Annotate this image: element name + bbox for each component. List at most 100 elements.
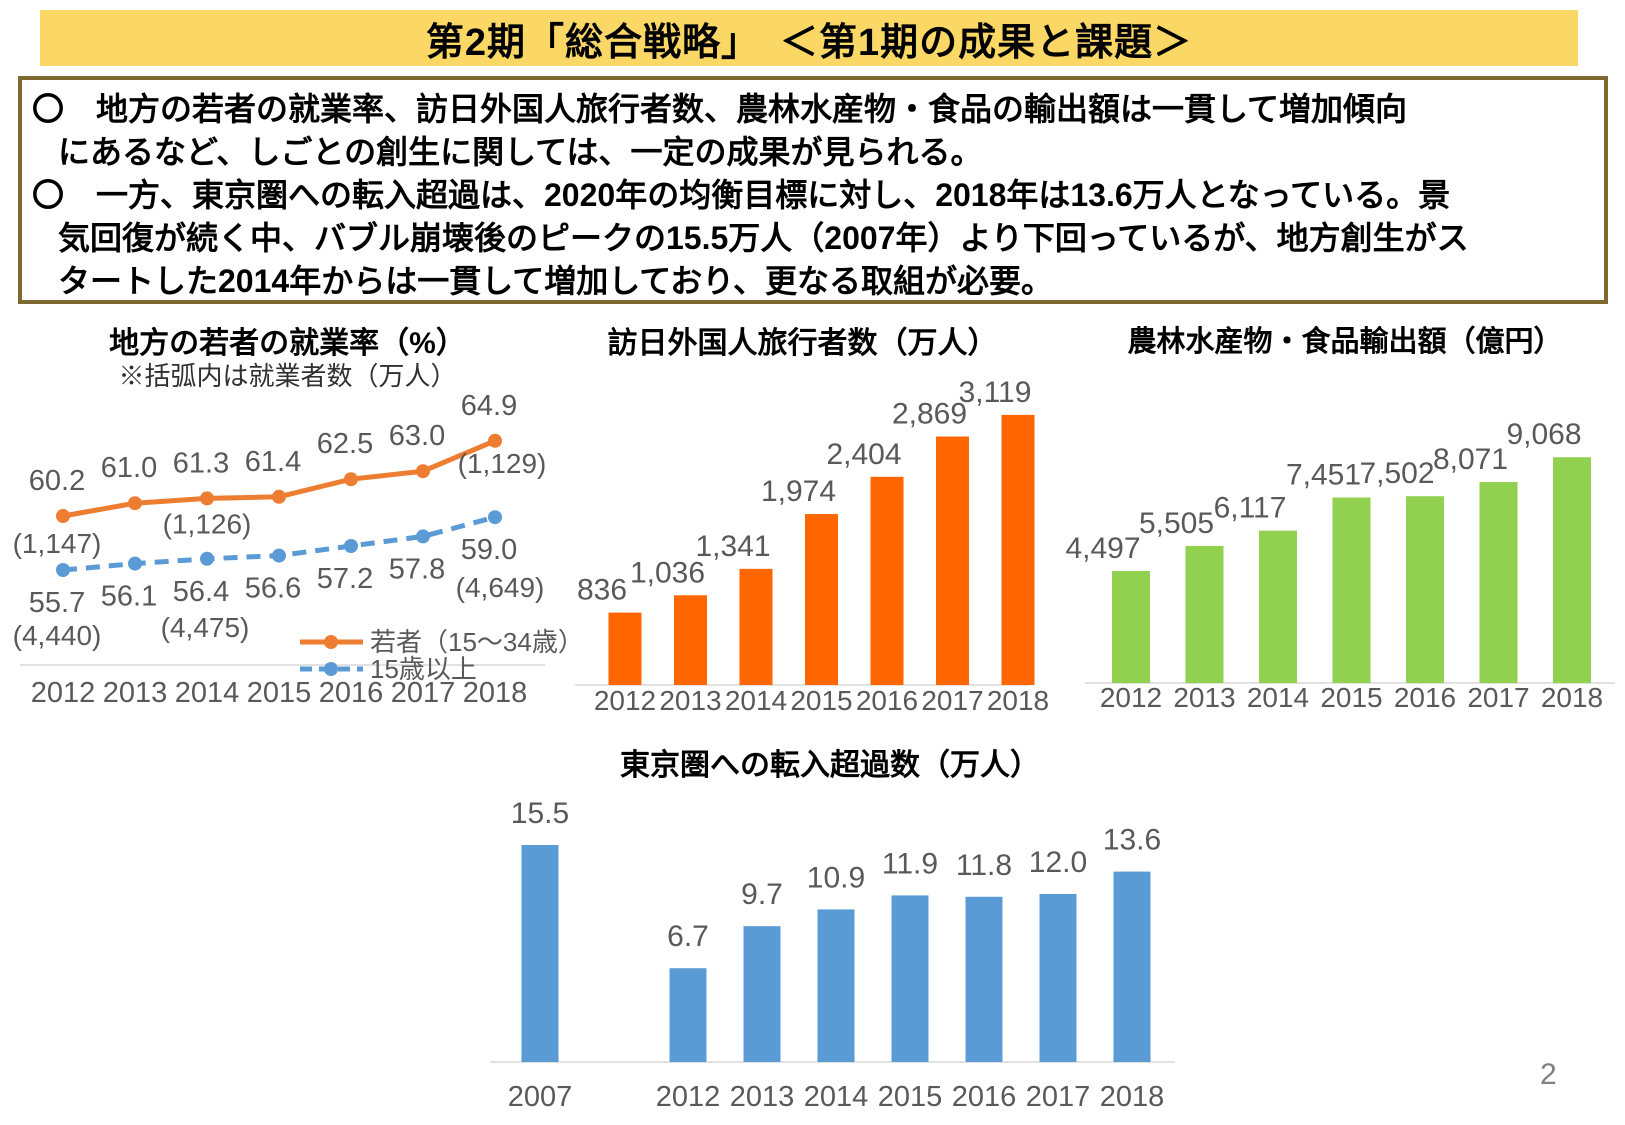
x-axis-label: 2014 xyxy=(1247,682,1309,713)
bar-value-label: 10.9 xyxy=(807,861,865,894)
x-axis-label: 2017 xyxy=(391,677,456,709)
point-value-label: 56.1 xyxy=(101,581,157,613)
x-axis-label: 2016 xyxy=(856,685,918,716)
bar xyxy=(1259,530,1297,683)
bar-value-label: 6,117 xyxy=(1214,492,1287,525)
bar xyxy=(1332,497,1371,683)
employment-rate-chart-title: 地方の若者の就業率（%） xyxy=(109,327,466,360)
point-value-label: 60.2 xyxy=(29,465,85,497)
x-axis-label: 2014 xyxy=(804,1081,869,1113)
notice-line: 〇 一方、東京圏への転入超過は、2020年の均衡目標に対し、2018年は13.6… xyxy=(32,177,1451,213)
notice-line: 〇 地方の若者の就業率、訪日外国人旅行者数、農林水産物・食品の輸出額は一貫して増… xyxy=(32,91,1408,127)
annotation-label: (4,440) xyxy=(13,620,102,651)
notice-line: タートした2014年からは一貫して増加しており、更なる取組が必要。 xyxy=(58,263,1054,299)
annotation-label: (1,126) xyxy=(163,508,252,539)
x-axis-label: 2015 xyxy=(1320,682,1382,713)
bar-value-label: 9.7 xyxy=(741,878,783,911)
data-point xyxy=(416,464,430,479)
x-axis-label: 2012 xyxy=(656,1081,721,1113)
annotation-label: (1,129) xyxy=(458,448,547,479)
data-point xyxy=(56,509,70,523)
x-axis-label: 2018 xyxy=(1541,682,1603,713)
data-point xyxy=(488,510,502,525)
bar-value-label: 6.7 xyxy=(667,920,709,953)
x-axis-label: 2016 xyxy=(319,677,384,709)
title-banner: 第2期「総合戦略」 ＜第1期の成果と課題＞ xyxy=(40,10,1578,66)
data-point xyxy=(344,539,358,553)
bar xyxy=(1113,871,1151,1062)
bar xyxy=(669,968,707,1062)
bar xyxy=(805,514,838,685)
bar-value-label: 1,974 xyxy=(761,475,836,508)
x-axis-label: 2007 xyxy=(508,1081,573,1113)
bar xyxy=(870,476,904,685)
x-axis-label: 2014 xyxy=(725,685,787,716)
point-value-label: 56.6 xyxy=(245,573,301,605)
point-value-label: 61.3 xyxy=(173,447,229,479)
employment-rate-chart-subtitle: ※括弧内は就業者数（万人） xyxy=(118,361,457,391)
x-axis-label: 2018 xyxy=(1100,1081,1165,1113)
bar xyxy=(1406,496,1444,683)
summary-text-box: 〇 地方の若者の就業率、訪日外国人旅行者数、農林水産物・食品の輸出額は一貫して増… xyxy=(18,76,1608,304)
x-axis-label: 2014 xyxy=(175,677,240,709)
bar-value-label: 1,036 xyxy=(630,556,705,589)
notice-line: 気回復が続く中、バブル崩壊後のピークの15.5万人（2007年）より下回っている… xyxy=(58,220,1469,256)
legend-marker xyxy=(324,635,338,649)
employment-rate-line-chart: 60.2 61.0 61.3 61.4 62.5 63.0 64.9 (1,147) (1,12… xyxy=(13,390,584,709)
bar-value-label: 7,502 xyxy=(1359,457,1434,490)
point-value-label: 59.0 xyxy=(461,534,517,566)
bar xyxy=(743,926,781,1062)
slide-title: 第2期「総合戦略」 ＜第1期の成果と課題＞ xyxy=(425,21,1193,64)
x-axis-label: 2017 xyxy=(1467,682,1529,713)
inbound-tourists-bar-chart: 836 2012 1,036 2013 1,341 2014 1,974 2015 2,404 2… xyxy=(575,376,1049,716)
bar-value-label: 3,119 xyxy=(959,376,1032,409)
bar xyxy=(1039,894,1077,1062)
point-value-label: 57.2 xyxy=(317,563,373,595)
data-point xyxy=(128,496,142,511)
data-point xyxy=(272,548,286,563)
bar xyxy=(936,436,969,685)
data-point xyxy=(272,489,286,504)
data-point xyxy=(416,529,430,544)
point-value-label: 61.4 xyxy=(245,446,301,478)
annotation-label: (4,649) xyxy=(456,572,545,603)
point-value-label: 57.8 xyxy=(389,553,445,585)
x-axis-label: 2016 xyxy=(952,1081,1017,1113)
x-axis-label: 2015 xyxy=(247,677,312,709)
bar xyxy=(1479,482,1518,683)
x-axis-label: 2018 xyxy=(463,677,528,709)
bar xyxy=(1001,414,1035,685)
bar-value-label: 15.5 xyxy=(511,797,569,830)
bar xyxy=(674,595,707,685)
x-axis-label: 2013 xyxy=(1173,682,1235,713)
x-axis-label: 2017 xyxy=(1026,1081,1091,1113)
point-value-label: 62.5 xyxy=(317,428,373,460)
bar-value-label: 9,068 xyxy=(1506,418,1581,451)
x-axis-label: 2015 xyxy=(878,1081,943,1113)
x-axis-label: 2013 xyxy=(730,1081,795,1113)
point-value-label: 56.4 xyxy=(173,576,229,608)
inbound-tourists-chart-title: 訪日外国人旅行者数（万人） xyxy=(607,327,998,360)
bar xyxy=(608,612,642,685)
x-axis-label: 2013 xyxy=(103,677,168,709)
bar xyxy=(1185,545,1224,683)
bar-value-label: 8,071 xyxy=(1433,443,1508,476)
bar xyxy=(817,909,855,1062)
agri-food-export-chart-title: 農林水産物・食品輸出額（億円） xyxy=(1127,326,1563,358)
page-number: 2 xyxy=(1540,1058,1557,1091)
bar-value-label: 1,341 xyxy=(695,530,770,563)
data-point xyxy=(200,551,214,566)
bar xyxy=(739,568,773,685)
bar-value-label: 836 xyxy=(577,574,627,607)
bar xyxy=(965,896,1003,1062)
bar xyxy=(1553,457,1591,683)
x-axis-label: 2015 xyxy=(790,685,852,716)
x-axis-label: 2017 xyxy=(921,685,983,716)
bar-value-label: 4,497 xyxy=(1065,532,1140,565)
tokyo-net-migration-chart-title: 東京圏への転入超過数（万人） xyxy=(620,749,1040,782)
bar-value-label: 13.6 xyxy=(1103,824,1161,857)
data-point xyxy=(344,472,358,487)
legend-label: 15歳以上 xyxy=(370,654,477,684)
legend-label: 若者（15～34歳） xyxy=(370,627,584,657)
